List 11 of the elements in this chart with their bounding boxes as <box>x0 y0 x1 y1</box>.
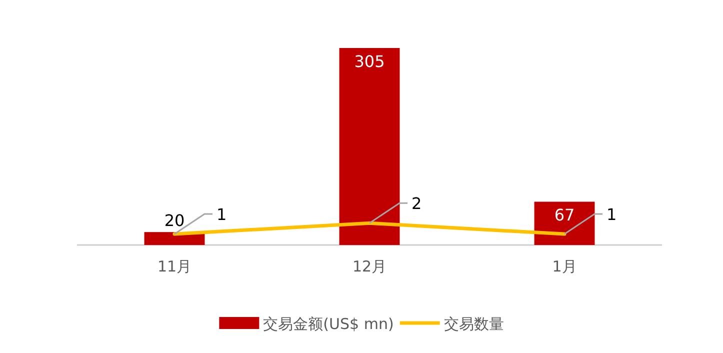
x-tick-label: 1月 <box>552 258 577 276</box>
legend-label: 交易金额(US$ mn) <box>263 315 394 333</box>
data-label: 67 <box>554 206 575 225</box>
data-label: 1 <box>216 205 227 224</box>
x-tick-label: 12月 <box>352 258 387 276</box>
legend-label: 交易数量 <box>444 315 504 333</box>
data-label: 305 <box>354 52 385 71</box>
x-tick-label: 11月 <box>157 258 192 276</box>
data-label: 2 <box>412 194 422 214</box>
data-label: 1 <box>606 205 617 224</box>
data-label: 20 <box>164 211 185 230</box>
